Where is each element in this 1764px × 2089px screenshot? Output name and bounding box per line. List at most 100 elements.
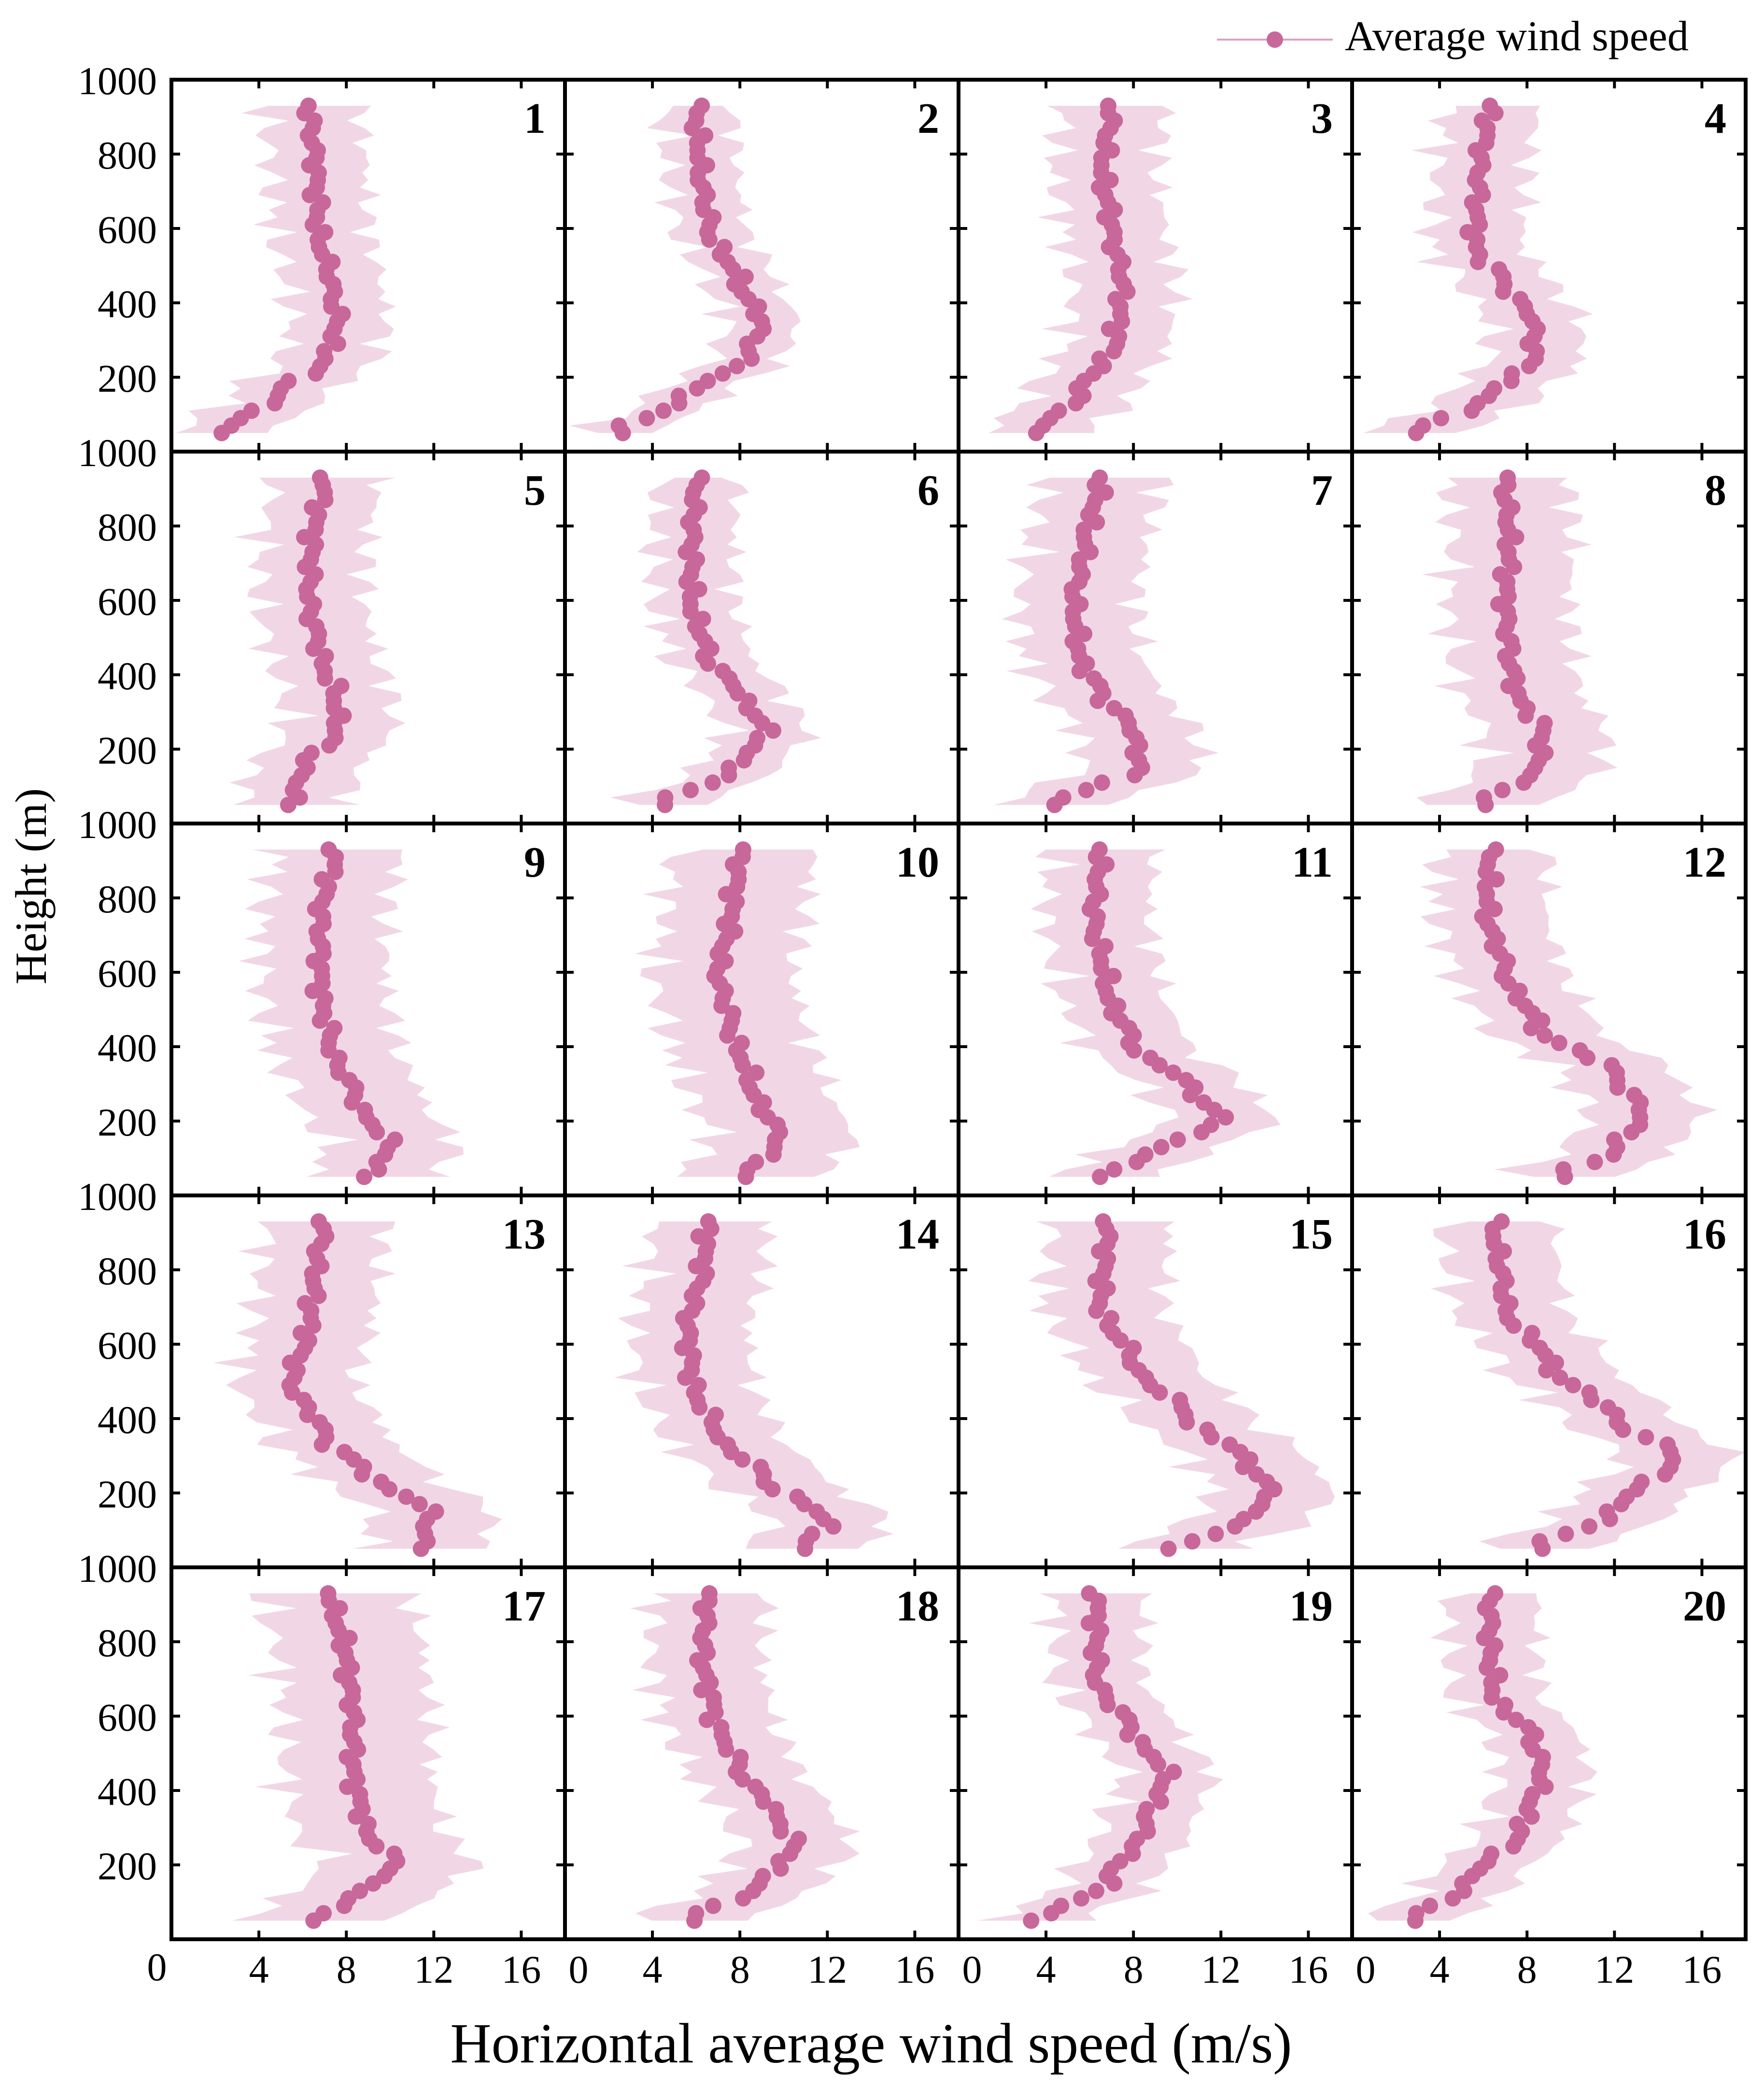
wind-speed-point (308, 536, 325, 553)
wind-speed-point (427, 1503, 444, 1520)
wind-speed-point (303, 744, 320, 761)
wind-speed-point (748, 1153, 764, 1170)
wind-speed-point (1598, 1503, 1615, 1520)
wind-speed-point (1626, 1087, 1643, 1104)
wind-speed-point (1433, 410, 1450, 426)
wind-speed-point (733, 1035, 750, 1052)
panel-number: 5 (524, 467, 546, 514)
y-tick-label: 400 (98, 1398, 157, 1442)
wind-speed-point (1581, 1384, 1598, 1401)
wind-speed-point (1487, 1585, 1504, 1602)
wind-speed-point (1105, 967, 1122, 984)
y-tick-label: 200 (98, 1100, 157, 1144)
wind-speed-point (747, 1778, 764, 1795)
wind-speed-point (1408, 1905, 1425, 1922)
wind-speed-point (1581, 1518, 1598, 1535)
wind-speed-point (1536, 715, 1553, 732)
confidence-band (1420, 849, 1718, 1177)
wind-speed-point (317, 990, 334, 1007)
wind-speed-point (655, 402, 672, 419)
wind-speed-point (356, 1101, 373, 1118)
wind-speed-point (690, 1377, 707, 1393)
panel-number: 10 (896, 838, 939, 886)
y-tick-label: 800 (98, 505, 157, 549)
panel-number: 12 (1683, 838, 1726, 886)
marker-layer (213, 97, 1681, 1929)
wind-speed-point (1483, 1845, 1500, 1862)
wind-speed-point (691, 581, 707, 597)
wind-speed-point (336, 1444, 353, 1461)
y-tick-label: 1000 (78, 1175, 157, 1219)
wind-speed-point (1103, 1310, 1120, 1327)
wind-speed-point (737, 269, 754, 285)
wind-speed-point (804, 1525, 820, 1542)
wind-speed-point (1106, 1161, 1123, 1178)
panel-number: 16 (1683, 1210, 1726, 1258)
panel-number: 19 (1289, 1582, 1333, 1630)
wind-speed-point (1422, 1897, 1439, 1914)
wind-speed-point (1138, 1801, 1155, 1818)
wind-speed-point (1091, 841, 1108, 858)
confidence-band (213, 1221, 502, 1549)
y-tick-label: 1000 (78, 1547, 157, 1591)
wind-speed-point (1153, 1138, 1170, 1155)
y-tick-label: 800 (98, 877, 157, 921)
y-tick-label: 400 (98, 654, 157, 698)
wind-speed-point (754, 1868, 771, 1885)
wind-speed-point (714, 365, 731, 382)
wind-speed-point (720, 759, 737, 776)
y-tick-label: 800 (98, 1249, 157, 1293)
x-tick-label: 8 (337, 1947, 356, 1991)
wind-speed-point (1497, 1696, 1514, 1713)
wind-speed-point (360, 1816, 377, 1833)
panel-number: 15 (1289, 1210, 1333, 1258)
x-tick-label: 12 (414, 1947, 453, 1991)
wind-speed-point (1520, 1719, 1537, 1736)
panel-number: 9 (524, 838, 546, 886)
y-tick-label: 600 (98, 952, 157, 995)
wind-speed-point (701, 1585, 718, 1602)
wind-speed-point (1476, 789, 1492, 806)
wind-speed-point (1112, 1853, 1129, 1870)
confidence-band (988, 105, 1193, 433)
y-tick-label: 600 (98, 1323, 157, 1367)
wind-speed-point (688, 1905, 705, 1922)
y-tick-label: 600 (98, 580, 157, 624)
wind-speed-point (296, 1295, 313, 1312)
wind-speed-point (317, 648, 334, 665)
panel-frames (169, 78, 1748, 1941)
panel-number: 6 (917, 467, 939, 514)
y-tick-label: 400 (98, 1026, 157, 1070)
panel-number: 7 (1311, 467, 1333, 514)
y-tick-label: 600 (98, 208, 157, 252)
y-tick-label: 1000 (78, 59, 157, 103)
wind-speed-point (1508, 1711, 1524, 1728)
wind-speed-point (310, 1213, 327, 1230)
wind-speed-point (1531, 1533, 1548, 1550)
wind-speed-point (1093, 1622, 1110, 1639)
wind-speed-point (1524, 1324, 1540, 1341)
wind-speed-point (1093, 774, 1110, 791)
wind-speed-point (387, 1131, 403, 1148)
wind-speed-point (1474, 908, 1491, 925)
wind-speed-point (1050, 402, 1067, 419)
wind-speed-point (320, 1585, 337, 1602)
panel-number: 20 (1683, 1582, 1726, 1630)
wind-speed-point (1473, 112, 1490, 129)
wind-speed-point (682, 782, 699, 798)
x-tick-label: 16 (895, 1947, 934, 1991)
x-tick-label: 0 (569, 1947, 589, 1991)
y-tick-label: 1000 (78, 431, 157, 475)
panel-number: 11 (1292, 838, 1333, 886)
wind-speed-point (1099, 1280, 1116, 1297)
wind-speed-point (690, 1228, 707, 1245)
x-tick-label: 0 (147, 1945, 167, 1989)
wind-speed-point (1537, 1027, 1553, 1044)
wind-speed-point (1487, 841, 1504, 858)
wind-speed-point (1503, 365, 1520, 382)
confidence-band (614, 1221, 894, 1549)
panel-number: 17 (502, 1582, 546, 1630)
y-axis-title: Height (m) (6, 788, 56, 984)
wind-speed-point (313, 871, 330, 888)
